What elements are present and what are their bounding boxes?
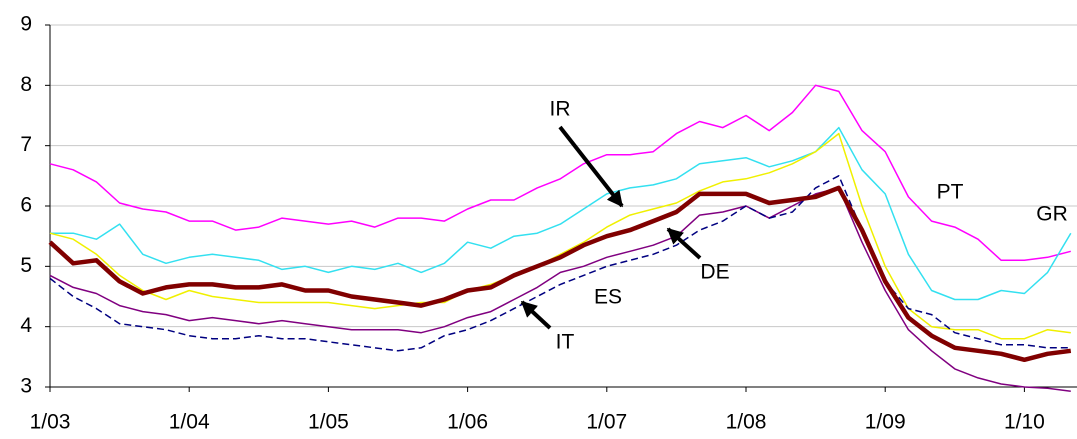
labels: PT GR IR DE IT ES: [520, 98, 1068, 354]
y-tick-label: 3: [20, 375, 32, 398]
x-tick-label: 1/10: [1004, 411, 1045, 434]
series-line: [49, 132, 1071, 340]
series-line: [50, 126, 1072, 301]
annotation-arrow: [520, 300, 552, 330]
y-tick-label: 6: [20, 194, 32, 217]
annotation-arrow: [558, 125, 624, 208]
x-tick-label: 1/05: [308, 411, 349, 434]
x-tick-label: 1/06: [447, 411, 488, 434]
grid: 3 4 5 6 7 8 9 1/03 1/04 1/05 1/06 1/07 1/08 1/09 1/10: [20, 13, 1077, 434]
plot: [48, 84, 1072, 392]
y-tick-label: 4: [20, 314, 32, 337]
series-label: ES: [594, 286, 622, 309]
series-line: [49, 175, 1071, 352]
series-line: [49, 187, 1071, 392]
x-tick-label: 1/09: [865, 411, 906, 434]
x-tick-label: 1/03: [30, 411, 71, 434]
series-line: [48, 185, 1072, 363]
series-label: GR: [1036, 203, 1068, 226]
x-tick-label: 1/07: [586, 411, 627, 434]
annotation-arrow: [666, 227, 702, 260]
series-label: DE: [700, 261, 729, 284]
y-tick-label: 5: [20, 254, 32, 277]
x-tick-label: 1/08: [726, 411, 767, 434]
series-label: PT: [937, 181, 964, 204]
y-tick-label: 8: [20, 73, 32, 96]
y-tick-label: 9: [20, 13, 32, 36]
series-label: IR: [550, 98, 571, 121]
x-tick-label: 1/04: [169, 411, 210, 434]
series-line: [49, 84, 1071, 262]
y-tick-label: 7: [20, 133, 32, 156]
series-label: IT: [556, 331, 575, 354]
